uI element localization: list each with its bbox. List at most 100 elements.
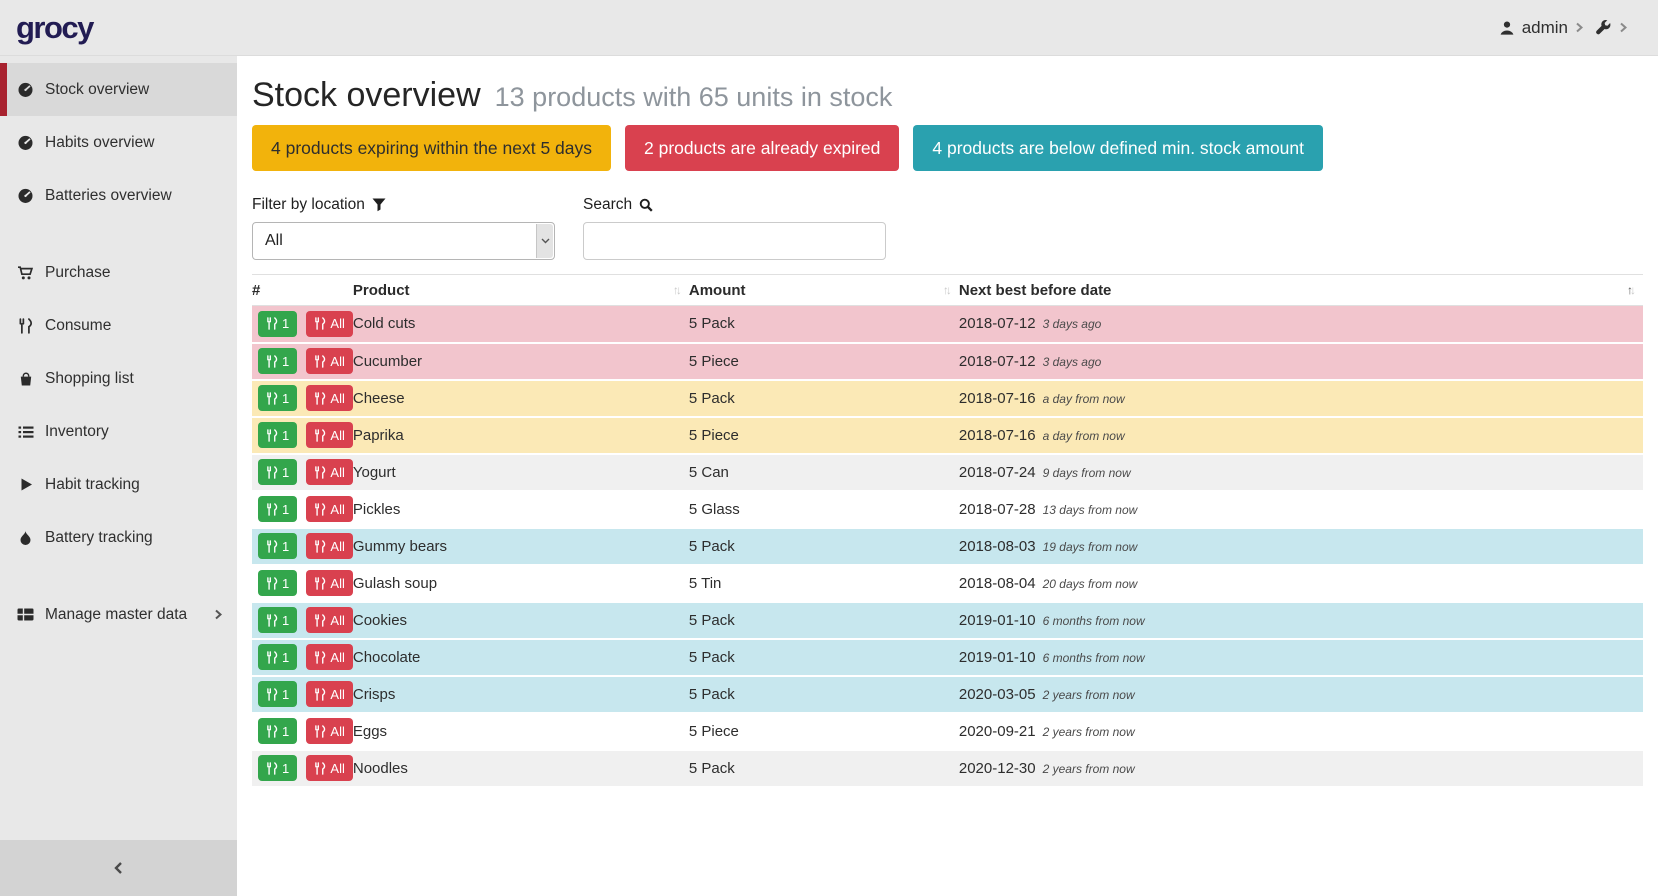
consume-all-button[interactable]: All bbox=[306, 459, 353, 485]
table-icon bbox=[17, 607, 34, 622]
consume-one-button[interactable]: 1 bbox=[258, 533, 298, 559]
product-name: Chocolate bbox=[352, 638, 689, 677]
consume-one-button[interactable]: 1 bbox=[258, 348, 298, 374]
shopping-bag-icon bbox=[17, 371, 34, 387]
consume-one-button[interactable]: 1 bbox=[258, 681, 298, 707]
consume-all-label: All bbox=[330, 612, 345, 628]
product-amount: 5 Pack bbox=[688, 305, 959, 344]
settings-menu[interactable] bbox=[1595, 19, 1628, 36]
table-row: 1 All Noodles 5 Pack 2020-12-30 2 years f… bbox=[252, 749, 1643, 788]
consume-all-button[interactable]: All bbox=[306, 310, 353, 337]
table-row: 1 All Crisps 5 Pack 2020-03-05 2 years fr… bbox=[252, 675, 1643, 714]
product-amount: 5 Pack bbox=[688, 675, 959, 714]
sidebar-item-inventory[interactable]: Inventory bbox=[0, 405, 237, 458]
consume-all-button[interactable]: All bbox=[306, 570, 353, 596]
product-name: Yogurt bbox=[352, 453, 689, 492]
sidebar-item-shopping-list[interactable]: Shopping list bbox=[0, 352, 237, 405]
consume-one-button[interactable]: 1 bbox=[258, 755, 298, 781]
table-row: 1 All Gulash soup 5 Tin 2018-08-04 20 day… bbox=[252, 564, 1643, 603]
location-filter-select[interactable]: All bbox=[252, 222, 555, 260]
consume-all-button[interactable]: All bbox=[306, 718, 353, 744]
timeago-text: 2 years from now bbox=[1042, 724, 1135, 739]
timeago-text: a day from now bbox=[1042, 428, 1125, 443]
main-content: Stock overview 13 products with 65 units… bbox=[237, 56, 1658, 896]
chevron-left-icon bbox=[113, 860, 124, 876]
timeago-text: 20 days from now bbox=[1042, 576, 1138, 591]
chevron-right-icon bbox=[1575, 21, 1584, 34]
consume-all-button[interactable]: All bbox=[306, 422, 353, 448]
date-value: 2020-09-21 bbox=[958, 722, 1036, 740]
sidebar-collapse-button[interactable] bbox=[0, 840, 237, 896]
user-menu[interactable]: admin bbox=[1499, 18, 1584, 38]
column-header-product[interactable]: Product ↑↓ bbox=[352, 274, 689, 306]
table-row: 1 All Cheese 5 Pack 2018-07-16 a day from… bbox=[252, 379, 1643, 418]
consume-all-button[interactable]: All bbox=[306, 755, 353, 781]
consume-one-label: 1 bbox=[282, 575, 290, 591]
chevron-right-icon bbox=[1619, 21, 1628, 34]
sidebar-item-label: Inventory bbox=[45, 422, 109, 440]
consume-all-button[interactable]: All bbox=[306, 385, 353, 411]
sidebar-item-habit-tracking[interactable]: Habit tracking bbox=[0, 458, 237, 511]
product-name: Cheese bbox=[352, 379, 689, 418]
best-before-date: 2018-07-16 a day from now bbox=[958, 416, 1643, 455]
consume-all-button[interactable]: All bbox=[306, 348, 353, 374]
consume-one-button[interactable]: 1 bbox=[258, 310, 298, 337]
app-logo[interactable]: grocy bbox=[16, 9, 94, 45]
sidebar-item-consume[interactable]: Consume bbox=[0, 299, 237, 352]
consume-one-button[interactable]: 1 bbox=[258, 570, 298, 596]
date-value: 2020-12-30 bbox=[958, 759, 1036, 777]
consume-all-button[interactable]: All bbox=[306, 533, 353, 559]
consume-all-button[interactable]: All bbox=[306, 644, 353, 670]
column-header-best-before[interactable]: Next best before date ↑↓ bbox=[958, 274, 1643, 306]
cart-icon bbox=[17, 265, 34, 281]
timeago-text: a day from now bbox=[1042, 391, 1125, 406]
consume-all-label: All bbox=[330, 575, 345, 591]
sidebar-item-battery-tracking[interactable]: Battery tracking bbox=[0, 511, 237, 564]
consume-one-button[interactable]: 1 bbox=[258, 644, 298, 670]
sidebar-item-label: Purchase bbox=[45, 263, 111, 281]
row-actions: 1 All bbox=[252, 453, 353, 492]
best-before-date: 2019-01-10 6 months from now bbox=[958, 601, 1643, 640]
consume-all-button[interactable]: All bbox=[306, 496, 353, 522]
consume-one-button[interactable]: 1 bbox=[258, 422, 298, 448]
consume-one-button[interactable]: 1 bbox=[258, 459, 298, 485]
sidebar-item-habits-overview[interactable]: Habits overview bbox=[0, 116, 237, 169]
consume-one-button[interactable]: 1 bbox=[258, 496, 298, 522]
consume-one-button[interactable]: 1 bbox=[258, 607, 298, 633]
column-header-amount[interactable]: Amount ↑↓ bbox=[688, 274, 959, 306]
sidebar-item-manage-master-data[interactable]: Manage master data bbox=[0, 588, 237, 641]
user-name: admin bbox=[1521, 17, 1568, 37]
consume-one-button[interactable]: 1 bbox=[258, 385, 298, 411]
expired-products-badge[interactable]: 2 products are already expired bbox=[625, 125, 900, 171]
consume-one-button[interactable]: 1 bbox=[258, 718, 298, 744]
sort-icon: ↑↓ bbox=[1627, 283, 1636, 297]
consume-all-label: All bbox=[330, 353, 345, 369]
product-name: Eggs bbox=[352, 712, 689, 751]
table-row: 1 All Cookies 5 Pack 2019-01-10 6 months … bbox=[252, 601, 1643, 640]
consume-all-label: All bbox=[330, 686, 345, 702]
consume-all-button[interactable]: All bbox=[306, 681, 353, 707]
tachometer-icon bbox=[17, 134, 34, 151]
consume-all-label: All bbox=[330, 723, 345, 739]
expiring-products-badge[interactable]: 4 products expiring within the next 5 da… bbox=[252, 125, 612, 171]
below-min-stock-badge[interactable]: 4 products are below defined min. stock … bbox=[913, 125, 1323, 171]
date-value: 2018-07-12 bbox=[958, 352, 1036, 370]
filter-icon bbox=[372, 198, 386, 212]
consume-all-button[interactable]: All bbox=[306, 607, 353, 633]
cutlery-icon bbox=[17, 317, 34, 334]
sidebar-item-batteries-overview[interactable]: Batteries overview bbox=[0, 169, 237, 222]
stock-table: # Product ↑↓ Amount ↑↓ Next best before da… bbox=[252, 274, 1643, 788]
search-input[interactable] bbox=[583, 222, 886, 260]
date-value: 2020-03-05 bbox=[958, 685, 1036, 703]
chevron-down-icon bbox=[536, 224, 553, 258]
best-before-date: 2018-07-12 3 days ago bbox=[958, 305, 1643, 344]
product-amount: 5 Pack bbox=[688, 749, 959, 788]
row-actions: 1 All bbox=[252, 379, 353, 418]
date-value: 2018-07-24 bbox=[958, 463, 1036, 481]
consume-one-label: 1 bbox=[282, 316, 290, 332]
sidebar-item-purchase[interactable]: Purchase bbox=[0, 246, 237, 299]
product-amount: 5 Glass bbox=[688, 490, 959, 529]
sidebar-item-stock-overview[interactable]: Stock overview bbox=[0, 63, 237, 116]
sidebar-item-label: Shopping list bbox=[45, 369, 134, 387]
best-before-date: 2020-12-30 2 years from now bbox=[958, 749, 1643, 788]
